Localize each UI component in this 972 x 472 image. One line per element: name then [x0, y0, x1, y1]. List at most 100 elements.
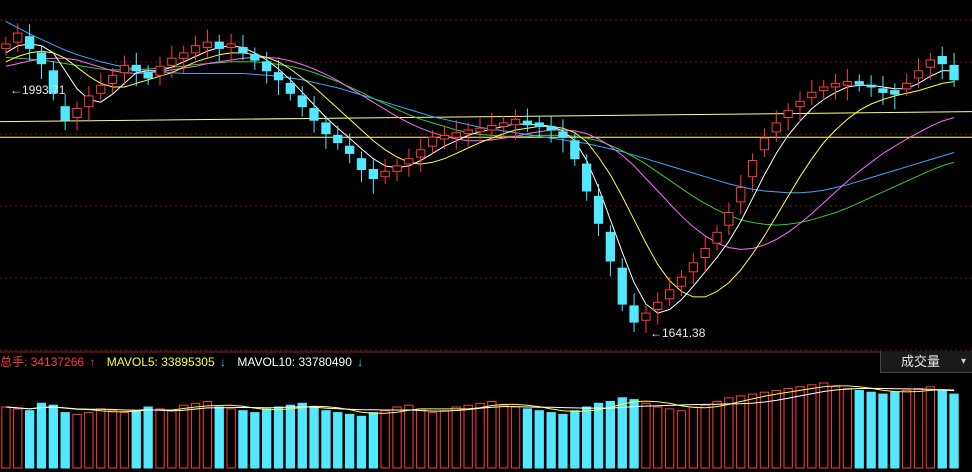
candle-body: [333, 134, 343, 144]
volume-bar: [558, 413, 568, 469]
volume-bar: [155, 408, 165, 469]
arrow-down-icon: ↓: [219, 355, 226, 369]
candle-body: [771, 122, 781, 133]
candle-body: [107, 74, 118, 84]
candle-body: [759, 137, 770, 151]
mavol10-line: [5, 387, 955, 412]
candle-body: [96, 84, 106, 94]
horizontal-reference-lines: [0, 111, 972, 138]
volume-bar: [451, 406, 461, 469]
candle-body: [499, 122, 509, 128]
candle-body: [665, 289, 675, 300]
candle-body: [653, 301, 663, 310]
candle-body: [890, 90, 900, 95]
candle-body: [463, 129, 473, 135]
volume-bar: [510, 406, 521, 469]
candle-body: [416, 149, 426, 158]
candle-body: [427, 136, 438, 147]
candle-body: [226, 43, 236, 49]
volume-bar: [653, 406, 663, 469]
volume-bar: [333, 412, 343, 469]
volume-bar: [747, 393, 758, 469]
volume-bar: [665, 408, 675, 469]
candle-body: [902, 82, 912, 90]
volume-bar: [617, 397, 627, 469]
chevron-down-icon: ▾: [960, 356, 966, 367]
candle-body: [451, 132, 461, 138]
candle-body: [321, 122, 331, 135]
volume-bar: [179, 404, 189, 469]
volume-bar: [522, 408, 533, 469]
indicator-select-label: 成交量: [901, 354, 941, 369]
candle-body: [795, 100, 805, 108]
candle-body: [783, 109, 793, 119]
total-volume-value: 34137266: [30, 355, 85, 369]
candle-body: [439, 134, 450, 140]
candle-body: [546, 125, 556, 131]
high-price-label: ←1993.71: [10, 83, 66, 97]
volume-bar: [700, 404, 710, 469]
candle-body: [262, 61, 272, 72]
candle-body: [819, 86, 829, 92]
volume-bar: [593, 402, 604, 469]
volume-bar: [368, 412, 379, 469]
volume-bar: [238, 410, 248, 469]
volume-bar: [629, 399, 639, 469]
volume-ma-lines: [5, 385, 955, 414]
volume-bar: [167, 410, 177, 469]
volume-bar: [439, 410, 450, 469]
volume-bar: [380, 410, 390, 469]
volume-bar: [84, 412, 94, 469]
candle-body: [167, 57, 177, 66]
candle-body: [48, 70, 59, 94]
volume-bars: [1, 382, 959, 469]
grid-lines: [0, 19, 972, 351]
candle-body: [629, 305, 639, 323]
volume-bar: [119, 412, 130, 469]
candle-body: [807, 91, 817, 99]
volume-bar: [214, 406, 224, 469]
volume-bar: [499, 404, 509, 469]
volume-bar: [736, 395, 746, 469]
candle-body: [617, 267, 627, 305]
candle-body: [392, 165, 402, 172]
candle-body: [84, 95, 94, 108]
candle-body: [913, 70, 924, 79]
candle-body: [724, 212, 734, 226]
volume-bar: [262, 408, 272, 469]
volume-bar: [356, 415, 367, 469]
candle-body: [72, 108, 82, 118]
volume-bar: [72, 413, 82, 469]
volume-bar: [688, 406, 699, 469]
candle-body: [534, 122, 544, 128]
candle-body: [36, 52, 47, 65]
candle-body: [475, 127, 485, 133]
mavol10-value: 33780490: [298, 355, 352, 369]
candle-body: [558, 131, 568, 138]
indicator-select-tab[interactable]: 成交量 ▾: [880, 351, 972, 373]
candle-body: [155, 65, 165, 76]
price-annotations: ←1993.71 ←1641.38: [10, 83, 706, 340]
candle-body: [285, 82, 296, 94]
candle-body: [179, 52, 189, 59]
arrow-down-icon: ↓: [357, 355, 364, 369]
candle-body: [1, 43, 11, 49]
candle-body: [143, 72, 153, 79]
candle-body: [842, 81, 853, 86]
volume-bar: [641, 402, 651, 469]
candle-body: [238, 47, 248, 54]
candle-body: [190, 45, 201, 54]
candle-body: [345, 145, 355, 154]
candle-body: [605, 231, 616, 262]
volume-bar: [131, 410, 141, 469]
volume-bar: [427, 412, 438, 469]
volume-bar: [712, 401, 722, 469]
mavol10-label: MAVOL10:: [237, 355, 296, 369]
volume-bar: [226, 408, 236, 469]
candles: [1, 23, 959, 333]
candle-body: [131, 64, 141, 72]
candle-body: [925, 59, 936, 68]
volume-bar: [36, 402, 47, 469]
volume-bar: [416, 408, 426, 469]
